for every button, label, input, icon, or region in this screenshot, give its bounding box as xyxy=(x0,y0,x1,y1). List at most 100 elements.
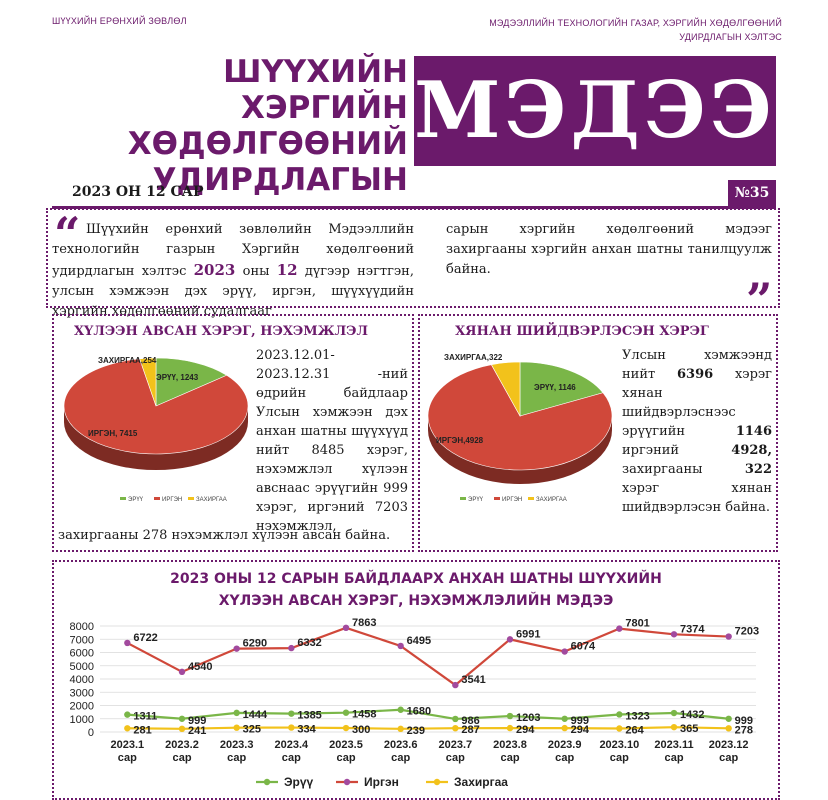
data-label-irgen: 6290 xyxy=(243,638,267,650)
y-tick-label: 2000 xyxy=(70,701,94,713)
data-point-irgen xyxy=(397,642,404,650)
data-label-irgen: 7863 xyxy=(352,618,376,629)
header-left: ШҮҮХИЙН ЕРӨНХИЙ ЗӨВЛӨЛ xyxy=(52,16,187,26)
data-label-irgen: 7203 xyxy=(735,626,759,638)
data-label-eruu: 999 xyxy=(571,715,589,727)
data-point-zah xyxy=(725,725,732,732)
data-label-zah: 294 xyxy=(571,724,590,736)
data-point-irgen xyxy=(725,633,732,640)
x-tick-label: 2023.2 xyxy=(165,739,199,751)
data-label-eruu: 999 xyxy=(188,715,206,727)
data-label-zah: 264 xyxy=(625,725,644,737)
pie-slice-zah xyxy=(490,361,521,418)
legend-zah: ЗАХИРГАА xyxy=(196,497,227,503)
data-point-eruu xyxy=(397,706,404,713)
header-right: МЭДЭЭЛЛИЙН ТЕХНОЛОГИЙН ГАЗАР, ХЭРГИЙН ХӨ… xyxy=(489,18,782,42)
legend2-irgen: ИРГЭН xyxy=(502,497,522,503)
x-tick-label-unit: сар xyxy=(282,752,301,764)
data-point-eruu xyxy=(178,715,186,722)
x-tick-label-unit: сар xyxy=(227,752,246,764)
data-label-irgen: 6991 xyxy=(516,628,540,640)
pie-label-irgen: ИРГЭН, 7415 xyxy=(88,429,138,438)
x-tick-label-unit: сар xyxy=(391,752,410,764)
data-label-zah: 281 xyxy=(133,724,151,736)
data-point-eruu xyxy=(616,711,623,718)
data-label-eruu: 1458 xyxy=(352,709,376,721)
data-label-zah: 241 xyxy=(188,725,206,737)
title-line-3: УДИРДЛАГЫН xyxy=(152,162,408,198)
legend-label-zah: Захиргаа xyxy=(454,775,508,789)
data-point-eruu xyxy=(725,715,732,722)
data-point-irgen xyxy=(452,681,459,689)
pie2-label-zah: ЗАХИРГАА,322 xyxy=(444,353,503,362)
issue-date: 2023 ОН 12 САР xyxy=(72,184,204,200)
issue-number: №35 xyxy=(728,180,776,206)
legend-swatch-zah xyxy=(188,497,194,500)
data-label-irgen: 6332 xyxy=(297,637,321,649)
y-tick-label: 3000 xyxy=(70,687,94,699)
data-point-irgen xyxy=(561,648,568,655)
data-label-zah: 365 xyxy=(680,723,698,735)
data-label-eruu: 1311 xyxy=(133,711,157,723)
title-box-text: МЭДЭЭ xyxy=(414,65,776,156)
data-point-zah xyxy=(178,725,186,733)
y-tick-label: 8000 xyxy=(70,621,94,633)
received-pie-chart: ЗАХИРГАА,254 ЭРҮҮ, 1243 ИРГЭН, 7415 ЭРҮҮ… xyxy=(63,356,249,503)
data-point-eruu xyxy=(452,715,459,723)
title-line-1: ШҮҮХИЙН ХЭРГИЙН xyxy=(223,54,408,126)
data-label-irgen: 6074 xyxy=(571,641,596,653)
data-point-eruu xyxy=(288,710,295,717)
x-tick-label: 2023.5 xyxy=(329,739,363,751)
y-tick-label: 4000 xyxy=(70,674,94,686)
pie-slice-zah xyxy=(139,357,157,407)
data-point-eruu xyxy=(670,709,678,717)
data-label-zah: 287 xyxy=(461,724,479,736)
pie2-label-irgen: ИРГЭН,4928 xyxy=(436,436,484,445)
x-tick-label-unit: сар xyxy=(555,752,574,764)
data-label-eruu: 1385 xyxy=(297,710,321,722)
data-point-zah xyxy=(397,725,404,733)
data-label-eruu: 1323 xyxy=(625,710,649,722)
legend-swatch-irgen xyxy=(154,497,160,500)
line-chart-title: 2023 ОНЫ 12 САРЫН БАЙДЛААРХ АНХАН ШАТНЫ … xyxy=(170,571,662,609)
legend-eruu: ЭРҮҮ xyxy=(128,497,144,503)
legend2-swatch-zah xyxy=(528,497,534,500)
x-tick-label-unit: сар xyxy=(664,752,683,764)
intro-column-1: Шүүхийн ерөнхий зөвлөлийн Мэдээллийн тех… xyxy=(52,222,414,319)
legend2-eruu: ЭРҮҮ xyxy=(468,497,484,503)
x-tick-label: 2023.11 xyxy=(654,739,693,751)
decided-pie-chart: ЗАХИРГАА,322 ЭРҮҮ, 1146 ИРГЭН,4928 ЭРҮҮ … xyxy=(427,353,613,503)
data-label-zah: 325 xyxy=(243,724,261,736)
data-point-irgen xyxy=(178,668,186,676)
data-label-irgen: 6722 xyxy=(133,632,157,644)
pie-slice-eruu xyxy=(519,361,604,417)
data-point-zah xyxy=(288,724,295,731)
open-quote-icon: “ xyxy=(54,207,81,261)
y-tick-label: 7000 xyxy=(70,634,94,646)
decided-cases-box xyxy=(418,314,778,552)
decided-cases-title: ХЯНАН ШИЙДВЭРЛЭСЭН ХЭРЭГ xyxy=(455,324,709,339)
data-point-irgen xyxy=(342,624,350,632)
x-tick-label-unit: сар xyxy=(118,752,137,764)
intro-column-2: сарын хэргийн хөдөлгөөний мэдээг захирга… xyxy=(446,222,772,277)
received-description-end: захиргааны 278 нэхэмжлэл хүлээн авсан ба… xyxy=(58,528,391,543)
received-description: 2023.12.01-2023.12.31 -ний өдрийн байдла… xyxy=(256,348,408,534)
data-label-zah: 300 xyxy=(352,724,370,736)
data-point-eruu xyxy=(561,715,568,722)
data-label-irgen: 7374 xyxy=(680,623,705,635)
monthly-chart-box xyxy=(52,560,780,800)
received-cases-box xyxy=(52,314,414,552)
x-tick-label: 2023.8 xyxy=(493,739,527,751)
y-tick-label: 1000 xyxy=(70,714,94,726)
x-tick-label: 2023.6 xyxy=(384,739,418,751)
x-tick-label-unit: сар xyxy=(336,752,355,764)
x-tick-label: 2023.10 xyxy=(599,739,639,751)
legend2-swatch-irgen xyxy=(494,497,500,500)
pie-slice-irgen xyxy=(427,364,613,471)
data-point-irgen xyxy=(233,645,240,652)
legend2-zah: ЗАХИРГАА xyxy=(536,497,567,503)
data-point-eruu xyxy=(124,711,131,718)
x-tick-label: 2023.3 xyxy=(220,739,254,751)
pie-slice-irgen xyxy=(63,358,249,455)
data-label-irgen: 7801 xyxy=(625,618,649,630)
